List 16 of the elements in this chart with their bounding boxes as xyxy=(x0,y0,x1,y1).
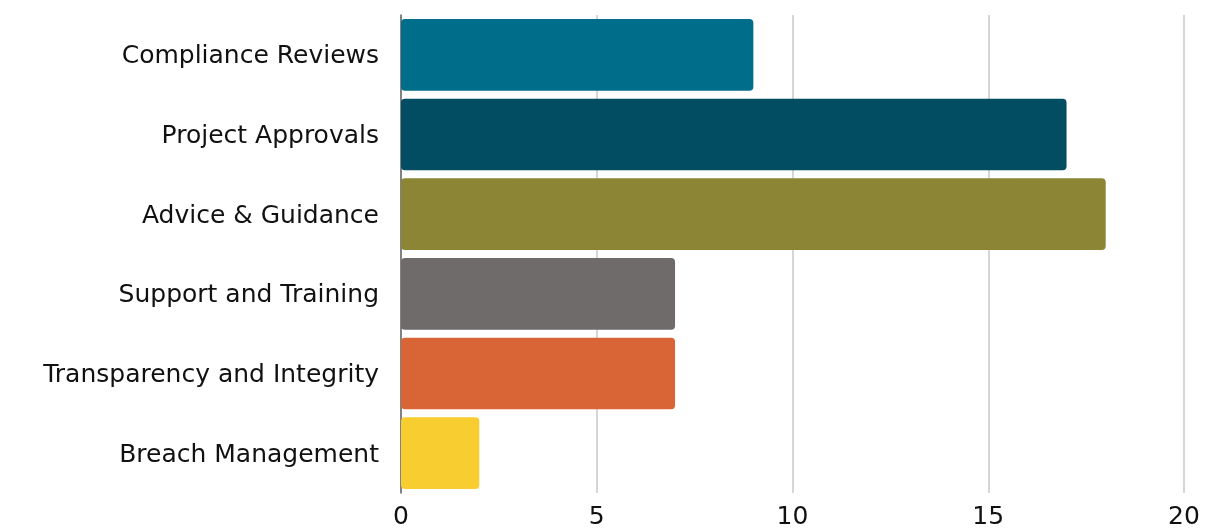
bar xyxy=(401,417,480,490)
x-tick-label: 5 xyxy=(588,501,605,530)
y-tick-label: Advice & Guidance xyxy=(141,199,379,229)
bar xyxy=(401,18,754,91)
y-tick-label: Project Approvals xyxy=(161,120,379,149)
y-tick-label: Compliance Reviews xyxy=(121,40,379,70)
bar xyxy=(401,178,1106,251)
y-tick-label: Breach Management xyxy=(119,438,380,468)
y-tick-label: Support and Training xyxy=(118,279,379,309)
x-tick-label: 10 xyxy=(776,501,809,530)
y-tick-label: Transparency and Integrity xyxy=(42,359,380,388)
x-tick-label: 15 xyxy=(972,501,1005,530)
bar xyxy=(401,337,676,410)
x-tick-label: 0 xyxy=(393,501,409,530)
x-tick-label: 20 xyxy=(1168,501,1200,530)
bar xyxy=(401,98,1067,171)
